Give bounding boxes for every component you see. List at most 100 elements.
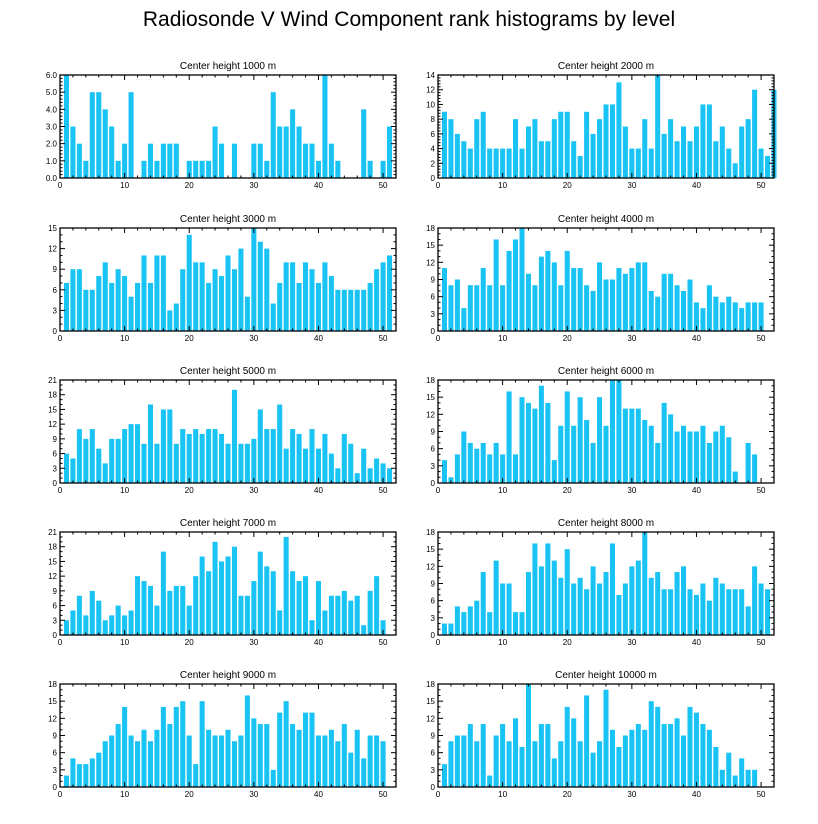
bar: [629, 268, 635, 331]
bar: [564, 391, 570, 483]
y-tick-label: 15: [48, 697, 57, 706]
bar: [109, 615, 115, 635]
x-tick-label: 10: [120, 790, 129, 799]
bar: [180, 585, 186, 635]
bar: [732, 163, 738, 178]
y-tick-label: 4: [431, 145, 436, 154]
bar: [603, 572, 609, 635]
y-tick-label: 2.0: [46, 140, 58, 149]
bar: [251, 438, 257, 483]
bar: [538, 566, 544, 635]
bar: [732, 775, 738, 787]
y-tick-label: 4.0: [46, 105, 58, 114]
x-tick-label: 20: [563, 334, 572, 343]
y-tick-label: 18: [426, 528, 435, 537]
bar: [199, 433, 205, 483]
bar: [335, 595, 341, 635]
bar: [96, 448, 102, 483]
bar: [122, 615, 128, 635]
y-tick-label: 18: [48, 543, 57, 552]
bar: [225, 443, 231, 483]
bar: [180, 269, 186, 331]
bar: [668, 273, 674, 331]
bar: [70, 610, 76, 635]
bar: [257, 724, 263, 787]
bar: [609, 543, 615, 635]
bar: [251, 228, 257, 331]
bar: [83, 160, 89, 178]
panel-4: Center height 4000 m 0 10 20 30 40 50 0 3 6 9 12 15 1…: [426, 214, 775, 343]
bar: [173, 443, 179, 483]
y-tick-label: 3: [431, 462, 436, 471]
bar: [597, 262, 603, 331]
bar: [147, 741, 153, 787]
bar: [270, 429, 276, 483]
bar: [622, 408, 628, 483]
bar: [361, 448, 367, 483]
bar: [109, 438, 115, 483]
bar: [374, 458, 380, 483]
y-tick-label: 9: [53, 587, 58, 596]
bar: [186, 735, 192, 787]
bar: [681, 735, 687, 787]
bar: [648, 290, 654, 331]
bar: [296, 433, 302, 483]
y-tick-label: 15: [426, 241, 435, 250]
bar: [212, 735, 218, 787]
bar: [199, 701, 205, 787]
bar: [147, 585, 153, 635]
bar: [739, 308, 745, 331]
x-tick-label: 20: [185, 486, 194, 495]
x-tick-label: 50: [757, 181, 766, 190]
bar: [328, 729, 334, 787]
bar: [180, 429, 186, 483]
bar: [713, 141, 719, 178]
bar: [487, 285, 493, 331]
bar: [584, 695, 590, 787]
bar: [603, 104, 609, 178]
bar: [506, 148, 512, 178]
bar: [115, 438, 121, 483]
bar: [467, 148, 473, 178]
y-tick-label: 21: [48, 376, 57, 385]
x-tick-label: 10: [498, 486, 507, 495]
bar: [309, 269, 315, 331]
bar: [283, 448, 289, 483]
bar: [387, 468, 393, 483]
bar: [648, 701, 654, 787]
bar: [102, 262, 108, 331]
bar: [622, 273, 628, 331]
bar: [354, 729, 360, 787]
y-tick-label: 12: [426, 714, 435, 723]
bar: [303, 143, 309, 178]
bar: [219, 561, 225, 635]
bar: [668, 119, 674, 178]
bar: [474, 448, 480, 483]
bar: [186, 433, 192, 483]
x-tick-label: 40: [314, 638, 323, 647]
bar: [642, 532, 648, 635]
x-tick-label: 20: [563, 638, 572, 647]
bar: [745, 442, 751, 483]
bar: [244, 595, 250, 635]
bar: [719, 302, 725, 331]
bar: [609, 729, 615, 787]
y-tick-label: 18: [426, 680, 435, 689]
bar: [448, 477, 454, 483]
bar: [283, 126, 289, 178]
bar: [231, 143, 237, 178]
bar: [700, 104, 706, 178]
bar: [648, 577, 654, 635]
bar: [461, 141, 467, 178]
y-tick-label: 0: [53, 631, 58, 640]
bar: [374, 576, 380, 635]
bar: [135, 741, 141, 787]
bar: [122, 143, 128, 178]
bar: [96, 92, 102, 178]
bar: [480, 572, 486, 635]
y-tick-label: 9: [431, 732, 436, 741]
bar: [270, 92, 276, 178]
bar: [135, 282, 141, 331]
bar: [480, 268, 486, 331]
bar: [109, 282, 115, 331]
